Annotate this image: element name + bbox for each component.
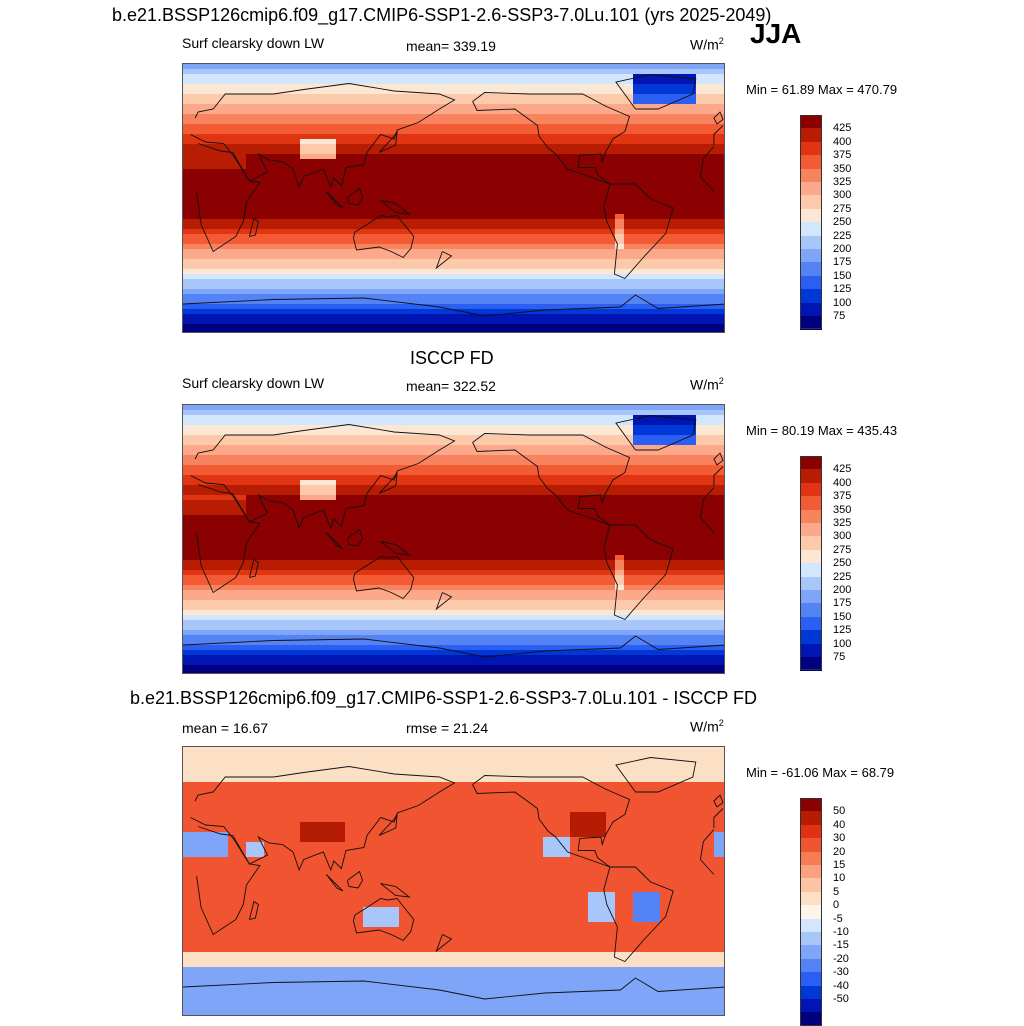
colorbar-tick-label: 325 <box>833 177 851 188</box>
colorbar-tick-label: 10 <box>833 873 845 884</box>
colorbar-tick-label: 30 <box>833 833 845 844</box>
colorbar-tick-label: 300 <box>833 190 851 201</box>
colorbar-tick-label: 75 <box>833 311 845 322</box>
colorbar-tick-label: 225 <box>833 572 851 583</box>
colorbar-tick-label: 350 <box>833 164 851 175</box>
colorbar-tick-label: 375 <box>833 491 851 502</box>
map-field <box>183 405 725 674</box>
colorbar-tick-label: 125 <box>833 625 851 636</box>
colorbar-tick-label: 225 <box>833 231 851 242</box>
panel-diff-mean-label: mean = 16.67 <box>182 721 268 735</box>
figure-title: b.e21.BSSP126cmip6.f09_g17.CMIP6-SSP1-2.… <box>112 6 771 24</box>
colorbar-tick-label: -20 <box>833 954 849 965</box>
colorbar-tick-label: 75 <box>833 652 845 663</box>
colorbar-tick-label: -30 <box>833 967 849 978</box>
colorbar-tick-label: 325 <box>833 518 851 529</box>
panel-model-variable-label: Surf clearsky down LW <box>182 36 324 50</box>
colorbar-tick-label: 175 <box>833 598 851 609</box>
colorbar-tick-label: 20 <box>833 847 845 858</box>
panel-obs-mean-label: mean= 322.52 <box>406 379 496 393</box>
panel-diff-rmse-label: rmse = 21.24 <box>406 721 488 735</box>
colorbar-tick-label: 275 <box>833 204 851 215</box>
colorbar-tick-label: 400 <box>833 137 851 148</box>
colorbar-tick-label: 150 <box>833 612 851 623</box>
colorbar-tick-label: 5 <box>833 887 839 898</box>
map-field <box>183 747 725 1016</box>
panel-model-units: W/m2 <box>690 37 724 52</box>
colorbar-tick-label: 250 <box>833 217 851 228</box>
map-field <box>183 64 725 333</box>
season-label: JJA <box>750 20 801 48</box>
colorbar-tick-label: 150 <box>833 271 851 282</box>
panel-diff-title: b.e21.BSSP126cmip6.f09_g17.CMIP6-SSP1-2.… <box>130 689 757 707</box>
colorbar-tick-label: 425 <box>833 464 851 475</box>
colorbar-tick-label: 40 <box>833 820 845 831</box>
panel-obs-units: W/m2 <box>690 377 724 392</box>
colorbar-tick-label: 15 <box>833 860 845 871</box>
colorbar-tick-label: 200 <box>833 244 851 255</box>
panel-model-mean-label: mean= 339.19 <box>406 39 496 53</box>
colorbar-tick-label: -5 <box>833 914 843 925</box>
colorbar-tick-label: 200 <box>833 585 851 596</box>
colorbar-tick-label: -10 <box>833 927 849 938</box>
colorbar-tick-label: 400 <box>833 478 851 489</box>
colorbar-tick-label: 0 <box>833 900 839 911</box>
panel-diff-map <box>182 746 725 1016</box>
panel-obs-minmax: Min = 80.19 Max = 435.43 <box>746 424 897 437</box>
colorbar-tick-label: -15 <box>833 940 849 951</box>
colorbar-tick-label: 375 <box>833 150 851 161</box>
colorbar-tick-label: 125 <box>833 284 851 295</box>
colorbar-tick-label: 100 <box>833 639 851 650</box>
colorbar-tick-label: -40 <box>833 981 849 992</box>
panel-obs-variable-label: Surf clearsky down LW <box>182 376 324 390</box>
colorbar-tick-label: 175 <box>833 257 851 268</box>
colorbar-tick-label: 250 <box>833 558 851 569</box>
panel-diff-minmax: Min = -61.06 Max = 68.79 <box>746 766 894 779</box>
colorbar-tick-label: 275 <box>833 545 851 556</box>
colorbar-tick-label: 100 <box>833 298 851 309</box>
colorbar-tick-label: -50 <box>833 994 849 1005</box>
panel-diff-units: W/m2 <box>690 719 724 734</box>
panel-model-minmax: Min = 61.89 Max = 470.79 <box>746 83 897 96</box>
colorbar-tick-label: 300 <box>833 531 851 542</box>
panel-obs-title: ISCCP FD <box>410 349 494 367</box>
panel-model-map <box>182 63 725 333</box>
panel-obs-map <box>182 404 725 674</box>
colorbar-tick-label: 425 <box>833 123 851 134</box>
colorbar-tick-label: 350 <box>833 505 851 516</box>
colorbar-tick-label: 50 <box>833 806 845 817</box>
